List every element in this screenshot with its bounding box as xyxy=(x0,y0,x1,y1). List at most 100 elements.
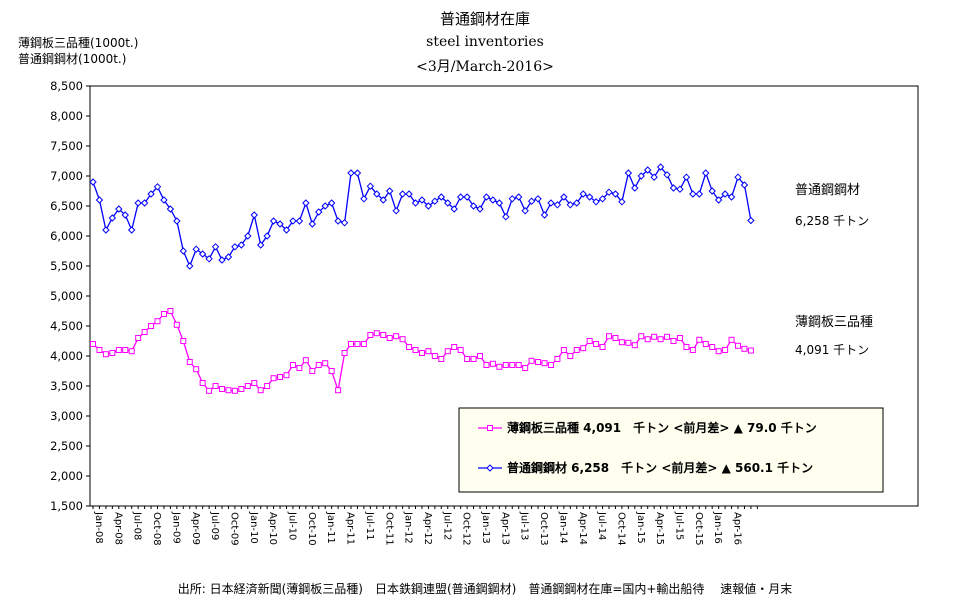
data-point-sheet-steel xyxy=(135,335,142,341)
data-point-sheet-steel xyxy=(367,332,374,338)
x-tick-label: Apr-12 xyxy=(422,512,433,545)
data-point-ordinary-steel xyxy=(469,202,478,210)
legend-marker-ordinary-steel xyxy=(486,464,494,472)
data-point-sheet-steel xyxy=(528,357,535,364)
data-point-ordinary-steel xyxy=(211,243,220,251)
data-point-sheet-steel xyxy=(651,333,658,340)
data-point-ordinary-steel xyxy=(102,226,110,234)
data-point-sheet-steel xyxy=(399,336,406,343)
data-point-ordinary-steel xyxy=(192,245,200,253)
data-point-sheet-steel xyxy=(483,362,490,368)
y-tick-label: 2,500 xyxy=(50,439,83,453)
data-point-ordinary-steel xyxy=(689,190,697,198)
x-tick-label: Jul-10 xyxy=(287,511,298,540)
y-tick-label: 1,500 xyxy=(50,499,83,513)
data-point-ordinary-steel xyxy=(521,207,529,215)
x-tick-label: Oct-12 xyxy=(461,512,472,546)
data-point-sheet-steel xyxy=(380,332,387,338)
data-point-sheet-steel xyxy=(599,344,606,350)
data-point-sheet-steel xyxy=(322,360,329,367)
data-point-sheet-steel xyxy=(676,335,683,341)
data-point-ordinary-steel xyxy=(95,196,104,204)
data-point-ordinary-steel xyxy=(295,217,304,225)
data-point-sheet-steel xyxy=(702,341,709,347)
y-tick-label: 5,000 xyxy=(50,289,83,303)
series-name-ordinary-steel: 普通鋼鋼材 xyxy=(795,183,860,198)
data-point-ordinary-steel xyxy=(527,197,536,205)
data-point-ordinary-steel xyxy=(553,201,562,209)
data-point-ordinary-steel xyxy=(224,253,233,261)
data-point-sheet-steel xyxy=(567,353,574,359)
data-point-sheet-steel xyxy=(554,356,561,362)
y-tick-label: 4,000 xyxy=(50,349,83,363)
data-point-sheet-steel xyxy=(212,383,219,389)
x-tick-label: Jul-12 xyxy=(441,511,452,540)
data-point-sheet-steel xyxy=(683,344,690,350)
data-point-ordinary-steel xyxy=(282,226,291,234)
data-point-sheet-steel xyxy=(219,386,225,392)
data-point-ordinary-steel xyxy=(508,195,516,203)
data-point-sheet-steel xyxy=(709,344,716,350)
data-point-ordinary-steel xyxy=(424,202,433,210)
data-point-ordinary-steel xyxy=(663,171,671,179)
data-point-ordinary-steel xyxy=(514,193,523,201)
data-point-ordinary-steel xyxy=(405,190,413,198)
data-point-ordinary-steel xyxy=(702,169,710,177)
data-point-sheet-steel xyxy=(657,336,664,343)
y-tick-label: 2,000 xyxy=(50,469,83,483)
data-point-sheet-steel xyxy=(457,347,464,353)
x-tick-label: Apr-09 xyxy=(190,512,201,545)
data-point-ordinary-steel xyxy=(650,173,658,181)
data-point-ordinary-steel xyxy=(495,199,504,207)
data-point-sheet-steel xyxy=(348,341,354,347)
data-point-sheet-steel xyxy=(670,338,677,344)
series-line-ordinary-steel xyxy=(92,165,752,268)
data-point-sheet-steel xyxy=(102,351,109,358)
data-point-ordinary-steel xyxy=(160,196,168,204)
data-point-sheet-steel xyxy=(502,362,509,368)
y-tick-label: 7,000 xyxy=(50,169,83,183)
data-point-ordinary-steel xyxy=(353,169,362,177)
data-point-sheet-steel xyxy=(354,341,361,347)
data-point-ordinary-steel xyxy=(598,195,607,203)
legend-text-sheet-steel: 薄鋼板三品種 4,091 千トン <前月差> ▲ 79.0 千トン xyxy=(507,420,817,435)
data-point-ordinary-steel xyxy=(392,207,400,215)
source-note: 出所: 日本経済新聞(薄鋼板三品種) 日本鉄鋼連盟(普通鋼鋼材) 普通鋼鋼材在庫… xyxy=(177,582,793,596)
data-point-sheet-steel xyxy=(206,387,213,394)
data-point-ordinary-steel xyxy=(611,190,620,198)
data-point-ordinary-steel xyxy=(560,193,568,201)
y-tick-label: 8,500 xyxy=(50,79,83,93)
data-point-sheet-steel xyxy=(90,341,96,347)
data-point-ordinary-steel xyxy=(302,199,310,207)
x-tick-label: Jul-15 xyxy=(674,511,685,540)
x-tick-label: Jan-08 xyxy=(93,511,104,544)
data-point-ordinary-steel xyxy=(482,193,491,201)
series-end-label-sheet-steel: 4,091 千トン xyxy=(795,343,869,357)
data-point-sheet-steel xyxy=(96,347,103,353)
data-point-ordinary-steel xyxy=(411,199,420,207)
x-tick-label: Oct-14 xyxy=(615,512,626,546)
data-point-ordinary-steel xyxy=(327,199,336,207)
data-point-sheet-steel xyxy=(309,368,316,374)
data-point-ordinary-steel xyxy=(444,199,452,207)
x-tick-label: Jan-14 xyxy=(557,511,568,544)
data-point-sheet-steel xyxy=(638,333,645,340)
data-point-ordinary-steel xyxy=(631,184,639,192)
data-point-sheet-steel xyxy=(509,362,516,368)
data-point-sheet-steel xyxy=(612,335,619,341)
data-point-sheet-steel xyxy=(560,347,567,353)
data-point-ordinary-steel xyxy=(347,169,355,177)
data-point-ordinary-steel xyxy=(534,195,542,203)
legend-text-ordinary-steel: 普通鋼鋼材 6,258 千トン <前月差> ▲ 560.1 千トン xyxy=(507,460,813,475)
data-point-sheet-steel xyxy=(160,311,167,317)
y-tick-label: 4,500 xyxy=(50,319,83,333)
y-tick-label: 8,000 xyxy=(50,109,83,123)
data-point-sheet-steel xyxy=(489,360,496,367)
data-point-ordinary-steel xyxy=(592,198,600,206)
data-point-sheet-steel xyxy=(270,375,277,382)
data-point-ordinary-steel xyxy=(463,193,471,201)
data-point-ordinary-steel xyxy=(682,173,691,181)
data-point-sheet-steel xyxy=(231,387,238,394)
data-point-ordinary-steel xyxy=(340,219,349,227)
